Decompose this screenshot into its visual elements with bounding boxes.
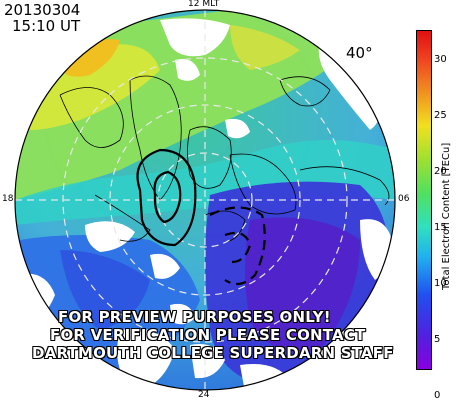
colorbar-title: Total Electron Content [TECu]: [441, 142, 452, 290]
convection-contours: [136, 148, 266, 286]
date-label: 20130304: [4, 1, 81, 19]
mlt-label-bottom: 24: [198, 390, 210, 400]
mlt-label-left: 18: [2, 194, 14, 204]
colorbar-tick-5: 5: [434, 334, 441, 345]
latitude-label: 40°: [346, 44, 373, 62]
colorbar-tick-25: 25: [434, 110, 447, 121]
colorbar: [416, 30, 432, 370]
watermark-line-2: FOR VERIFICATION PLEASE CONTACT: [50, 326, 366, 344]
colorbar-tick-20: 20: [434, 166, 447, 177]
watermark-line-3: DARTMOUTH COLLEGE SUPERDARN STAFF: [32, 344, 394, 362]
mlt-label-top: 12 MLT: [188, 0, 220, 9]
colorbar-tick-0: 0: [434, 390, 441, 400]
colorbar-tick-30: 30: [434, 54, 447, 65]
mlt-label-right: 06: [398, 194, 410, 204]
mlt-grid: [15, 10, 395, 390]
colorbar-tick-10: 10: [434, 278, 447, 289]
watermark-line-1: FOR PREVIEW PURPOSES ONLY!: [58, 308, 331, 326]
colorbar-tick-15: 15: [434, 222, 447, 233]
time-label: 15:10 UT: [12, 17, 81, 35]
map-boundary: [14, 9, 396, 391]
